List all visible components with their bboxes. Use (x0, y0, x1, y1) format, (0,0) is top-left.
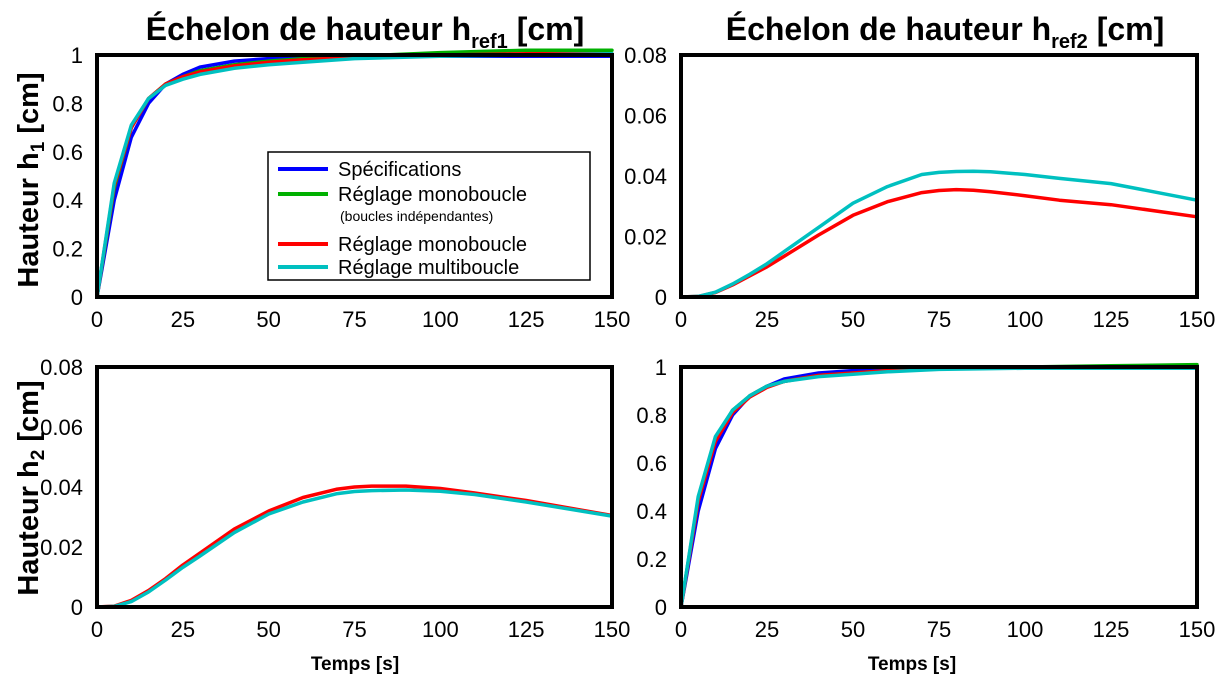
column-title-ref2-sub: ref2 (1051, 31, 1088, 53)
x-tick-label: 75 (342, 307, 366, 332)
y-tick-label: 0.08 (40, 355, 83, 380)
y-axis-label-h2: Hauteur h2 [cm] (13, 380, 49, 595)
x-tick-label: 75 (927, 617, 951, 642)
x-tick-label: 100 (1007, 617, 1044, 642)
y-tick-label: 0.4 (636, 499, 667, 524)
x-tick-label: 125 (1093, 617, 1130, 642)
x-tick-label: 0 (91, 617, 103, 642)
x-tick-label: 50 (256, 617, 280, 642)
x-tick-label: 50 (841, 307, 865, 332)
x-tick-label: 50 (841, 617, 865, 642)
y-tick-label: 0.6 (52, 140, 83, 165)
x-tick-label: 25 (171, 307, 195, 332)
y-tick-label: 0.6 (636, 451, 667, 476)
legend-note: (boucles indépendantes) (340, 208, 493, 224)
y-tick-label: 0.04 (40, 475, 83, 500)
legend-box (267, 151, 591, 281)
series-line (679, 366, 1199, 609)
x-tick-label: 100 (422, 307, 459, 332)
plot-h2-ref1: 0 25 50 75 100 125 150 0 0.02 0.04 0.06 0.08 (40, 355, 630, 642)
x-tick-label: 125 (508, 617, 545, 642)
x-tick-label: 75 (927, 307, 951, 332)
y-tick-label: 0.8 (52, 91, 83, 116)
plot-frame (95, 365, 614, 609)
column-title-ref1-sub: ref1 (471, 31, 508, 53)
series-line (679, 169, 1199, 299)
x-tick-label: 100 (422, 617, 459, 642)
x-tick-label: 100 (1007, 307, 1044, 332)
series-line (95, 488, 614, 609)
y-axis-label-h1: Hauteur h1 [cm] (13, 72, 49, 287)
series-line (679, 362, 1199, 609)
plot-h2-ref2: 0 25 50 75 100 125 150 0 0.2 0.4 0.6 0.8 1 (636, 355, 1215, 642)
x-tick-label: 50 (256, 307, 280, 332)
y-tick-label: 0 (71, 595, 83, 620)
y-tick-label: 1 (655, 355, 667, 380)
column-title-ref1-unit: [cm] (508, 11, 584, 47)
y-tick-label: 0 (655, 285, 667, 310)
column-title-ref2-unit: [cm] (1088, 11, 1164, 47)
plot-h1-ref1: 0 25 50 75 100 125 150 0 0.2 0.4 0.6 0.8 1 (52, 43, 630, 332)
x-tick-label: 150 (594, 307, 631, 332)
legend-label: Réglage monoboucle (338, 234, 527, 256)
y-axis-label-h1-main: Hauteur h (13, 152, 45, 287)
y-tick-label: 0.04 (624, 164, 667, 189)
y-axis-label-h2-main: Hauteur h (13, 460, 45, 595)
y-tick-label: 0.02 (624, 225, 667, 250)
plot-h1-ref2: 0 25 50 75 100 125 150 0 0.02 0.04 0.06 0.08 (624, 43, 1215, 332)
y-axis-label-h1-unit: [cm] (13, 72, 45, 141)
x-tick-label: 0 (675, 617, 687, 642)
column-title-ref1: Échelon de hauteur href1 [cm] (146, 11, 585, 53)
x-axis-label-left: Temps [s] (311, 654, 399, 675)
x-tick-label: 125 (1093, 307, 1130, 332)
y-tick-label: 0.4 (52, 188, 83, 213)
x-tick-label: 25 (755, 617, 779, 642)
y-axis-label-h2-unit: [cm] (13, 380, 45, 449)
x-tick-label: 0 (675, 307, 687, 332)
y-tick-label: 0.08 (624, 43, 667, 68)
x-tick-label: 150 (1179, 307, 1216, 332)
column-title-ref2: Échelon de hauteur href2 [cm] (726, 11, 1165, 53)
y-tick-label: 0.06 (624, 104, 667, 129)
plot-frame (679, 53, 1199, 299)
x-tick-label: 25 (171, 617, 195, 642)
legend: Spécifications Réglage monoboucle (boucl… (267, 151, 591, 281)
y-tick-label: 0 (71, 285, 83, 310)
x-tick-label: 25 (755, 307, 779, 332)
x-tick-label: 150 (1179, 617, 1216, 642)
column-title-ref1-main: Échelon de hauteur h (146, 11, 471, 47)
x-tick-label: 0 (91, 307, 103, 332)
y-tick-label: 0.02 (40, 535, 83, 560)
legend-label: Réglage monoboucle (338, 184, 527, 206)
y-tick-label: 0 (655, 595, 667, 620)
x-tick-label: 125 (508, 307, 545, 332)
y-tick-label: 0.2 (636, 547, 667, 572)
plot-frame (679, 365, 1199, 609)
series-line (679, 365, 1199, 609)
x-tick-label: 150 (594, 617, 631, 642)
x-tick-label: 75 (342, 617, 366, 642)
plot-frame (95, 53, 614, 299)
y-axis-label-h1-sub: 1 (28, 141, 49, 152)
series-line (679, 366, 1199, 609)
y-tick-label: 1 (71, 43, 83, 68)
y-tick-label: 0.06 (40, 415, 83, 440)
legend-label: Réglage multiboucle (338, 257, 519, 279)
legend-label: Spécifications (338, 159, 461, 181)
y-tick-label: 0.2 (52, 237, 83, 262)
y-tick-label: 0.8 (636, 403, 667, 428)
x-axis-label-right: Temps [s] (868, 654, 956, 675)
column-title-ref2-main: Échelon de hauteur h (726, 11, 1051, 47)
y-axis-label-h2-sub: 2 (28, 450, 49, 461)
series-line (679, 187, 1199, 299)
